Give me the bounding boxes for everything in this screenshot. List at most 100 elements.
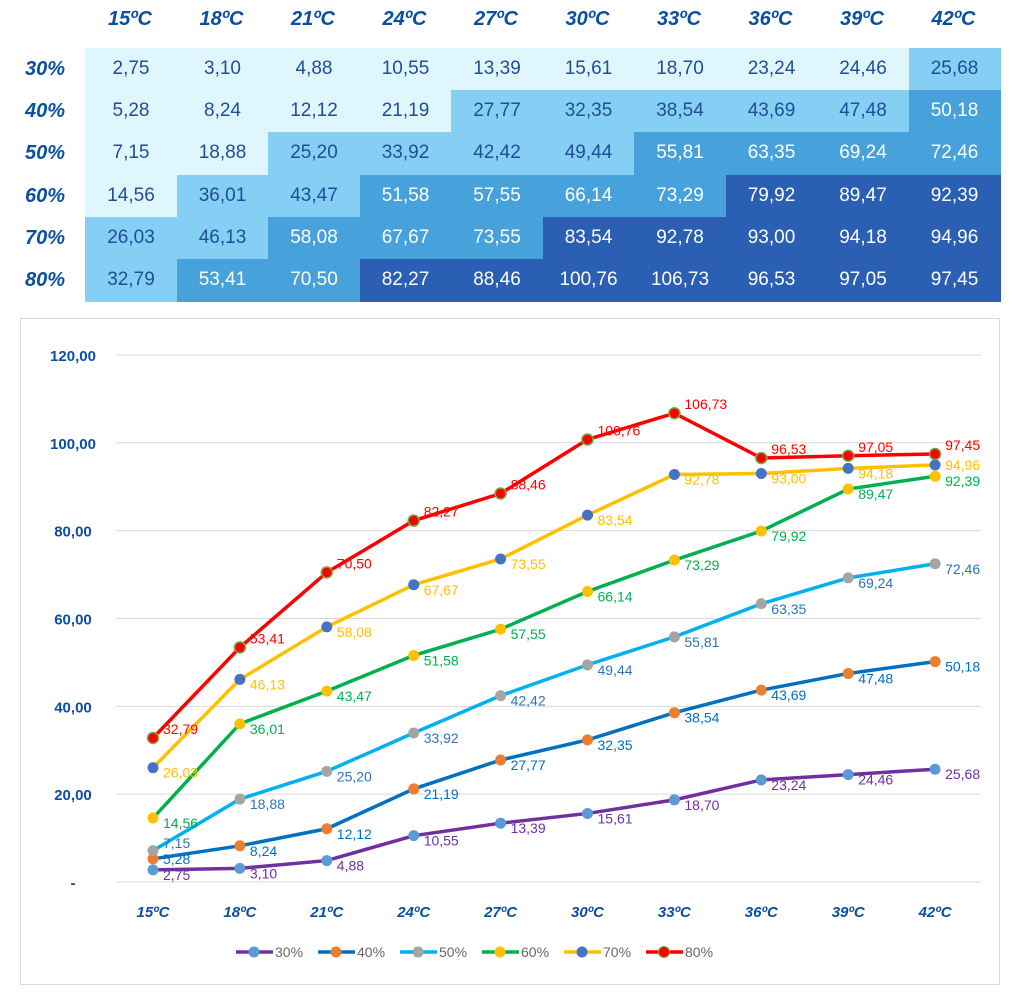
table-cell: 26,03 — [85, 216, 177, 260]
data-point — [147, 853, 159, 865]
data-label: 46,13 — [250, 676, 285, 692]
table-cell: 32,79 — [85, 259, 177, 302]
column-header: 21ºC — [291, 8, 335, 30]
table-cell: 63,35 — [725, 132, 818, 176]
data-point — [668, 469, 680, 481]
data-label: 18,88 — [250, 796, 285, 812]
table-cell: 25,20 — [268, 132, 360, 176]
data-point — [321, 685, 333, 697]
y-tick-label: 80,00 — [54, 524, 92, 541]
data-point — [842, 572, 854, 584]
data-point — [147, 864, 159, 876]
legend-label: 30% — [275, 944, 303, 960]
data-label: 21,19 — [424, 786, 459, 802]
x-tick-label: 33ºC — [658, 904, 692, 921]
table-cell: 73,29 — [634, 174, 726, 218]
legend-marker — [576, 946, 588, 958]
table-cell: 43,47 — [268, 174, 360, 218]
table-cell: 3,10 — [176, 48, 269, 91]
y-tick-label: 100,00 — [50, 436, 96, 453]
series-line-50% — [152, 562, 936, 853]
data-label: 51,58 — [424, 652, 459, 668]
table-cell: 92,78 — [634, 216, 726, 260]
data-point — [234, 673, 246, 685]
line-chart: - 20,00 40,00 60,00 80,00 100,00 120,00 15ºC 18º… — [20, 318, 1000, 985]
data-point — [582, 659, 593, 671]
data-label: 38,54 — [684, 710, 719, 726]
data-label: 49,44 — [598, 662, 633, 678]
data-label: 5,28 — [163, 851, 190, 867]
data-label: 10,55 — [424, 833, 459, 849]
table-cell: 25,68 — [908, 48, 1001, 91]
data-point — [407, 514, 420, 527]
x-tick-label: 36ºC — [745, 904, 779, 921]
table-cell: 72,46 — [908, 132, 1001, 176]
legend-marker — [494, 946, 506, 958]
table-cell: 21,19 — [359, 90, 452, 133]
data-label: 70,50 — [337, 555, 372, 571]
data-point — [581, 433, 594, 446]
data-label: 67,67 — [424, 582, 459, 598]
data-label: 8,24 — [250, 843, 277, 859]
table-cell: 18,88 — [176, 132, 269, 176]
column-header: 36ºC — [748, 8, 793, 30]
data-label: 7,15 — [163, 835, 190, 851]
data-label: 42,42 — [511, 693, 546, 709]
data-point — [928, 447, 942, 461]
row-header: 50% — [24, 142, 66, 165]
legend-marker — [658, 946, 670, 958]
data-point — [495, 623, 507, 635]
legend-label: 50% — [439, 944, 467, 960]
table-cell: 12,12 — [268, 90, 360, 133]
table-cell: 15,61 — [542, 48, 635, 91]
data-point — [582, 509, 593, 521]
data-point — [668, 406, 681, 420]
legend-label: 80% — [685, 944, 713, 960]
data-point — [408, 830, 420, 842]
data-point — [755, 598, 767, 610]
data-label: 92,39 — [945, 473, 980, 489]
x-tick-label: 21ºC — [309, 904, 344, 921]
data-label: 24,46 — [858, 772, 893, 788]
data-label: 43,47 — [337, 688, 372, 704]
data-point — [321, 823, 333, 835]
table-cell: 57,55 — [451, 174, 543, 218]
series-line-30% — [152, 767, 936, 872]
table-cell: 55,81 — [634, 132, 726, 176]
data-point — [929, 558, 941, 570]
table-cell: 8,24 — [176, 90, 269, 133]
data-point — [929, 763, 941, 775]
data-label: 18,70 — [684, 797, 719, 813]
x-tick-label: 27ºC — [483, 904, 518, 921]
data-point — [755, 774, 767, 786]
data-point — [321, 765, 333, 777]
data-point — [841, 449, 855, 463]
data-point — [668, 631, 680, 643]
row-header: 30% — [24, 58, 66, 80]
data-label: 88,46 — [511, 476, 546, 492]
y-tick-label: 40,00 — [54, 699, 92, 716]
table-cell: 73,55 — [451, 216, 543, 260]
column-header: 24ºC — [382, 8, 427, 30]
data-label: 94,96 — [945, 457, 980, 473]
table-cell: 88,46 — [451, 259, 543, 302]
table-cell: 32,35 — [542, 90, 635, 133]
series-line-60% — [151, 474, 936, 820]
x-tick-label: 18ºC — [223, 904, 257, 921]
table-cell: 46,13 — [176, 216, 269, 260]
series-line-40% — [152, 659, 936, 861]
data-point — [408, 649, 420, 661]
data-label: 2,75 — [163, 867, 190, 883]
data-point — [234, 718, 246, 730]
data-label: 106,73 — [684, 396, 727, 412]
data-label: 4,88 — [337, 858, 364, 874]
series-line-80% — [151, 411, 936, 740]
table-cell: 33,92 — [359, 132, 452, 176]
data-point — [408, 727, 420, 739]
data-label: 25,68 — [945, 766, 980, 782]
data-point — [842, 483, 854, 495]
data-point — [321, 855, 333, 867]
table-cell: 93,00 — [725, 216, 818, 260]
data-point — [495, 553, 507, 565]
table-cell: 70,50 — [268, 259, 360, 302]
